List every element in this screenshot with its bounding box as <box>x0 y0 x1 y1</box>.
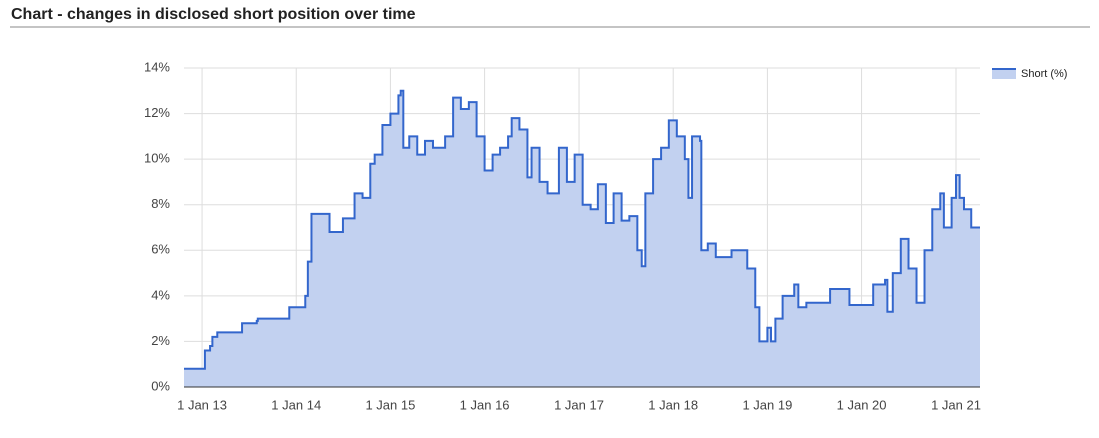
y-tick-label: 2% <box>151 333 170 348</box>
x-tick-label: 1 Jan 17 <box>554 397 604 412</box>
chart-title: Chart - changes in disclosed short posit… <box>11 6 416 23</box>
y-tick-label: 12% <box>144 105 170 120</box>
y-tick-label: 8% <box>151 196 170 211</box>
legend-label: Short (%) <box>1021 68 1067 80</box>
y-tick-label: 4% <box>151 287 170 302</box>
x-tick-label: 1 Jan 20 <box>837 397 887 412</box>
legend-swatch <box>992 69 1016 79</box>
area-line <box>184 89 980 370</box>
y-tick-label: 0% <box>151 378 170 393</box>
x-tick-label: 1 Jan 18 <box>648 397 698 412</box>
y-tick-label: 14% <box>144 59 170 74</box>
x-tick-label: 1 Jan 14 <box>271 397 321 412</box>
y-tick-label: 6% <box>151 242 170 257</box>
x-tick-label: 1 Jan 19 <box>742 397 792 412</box>
x-tick-label: 1 Jan 15 <box>365 397 415 412</box>
x-tick-label: 1 Jan 13 <box>177 397 227 412</box>
x-tick-label: 1 Jan 21 <box>931 397 981 412</box>
area-fill <box>184 90 980 388</box>
x-tick-label: 1 Jan 16 <box>460 397 510 412</box>
y-tick-label: 10% <box>144 151 170 166</box>
